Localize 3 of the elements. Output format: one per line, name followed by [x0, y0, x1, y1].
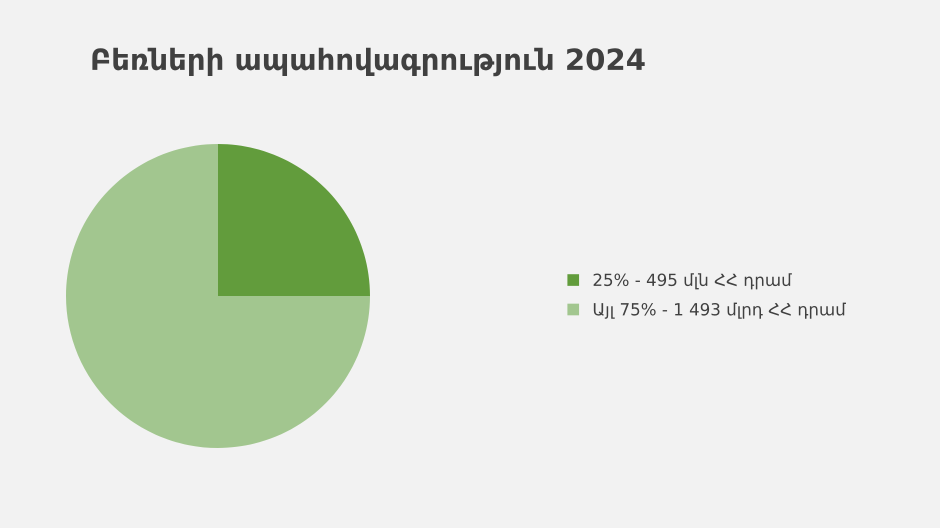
legend-label: 25% - 495 մլն ՀՀ դրամ — [594, 273, 792, 290]
legend-label: Այլ 75% - 1 493 մլրդ ՀՀ դրամ — [594, 302, 846, 319]
chart-title: Բեռների ապահովագրություն 2024 — [92, 48, 645, 76]
